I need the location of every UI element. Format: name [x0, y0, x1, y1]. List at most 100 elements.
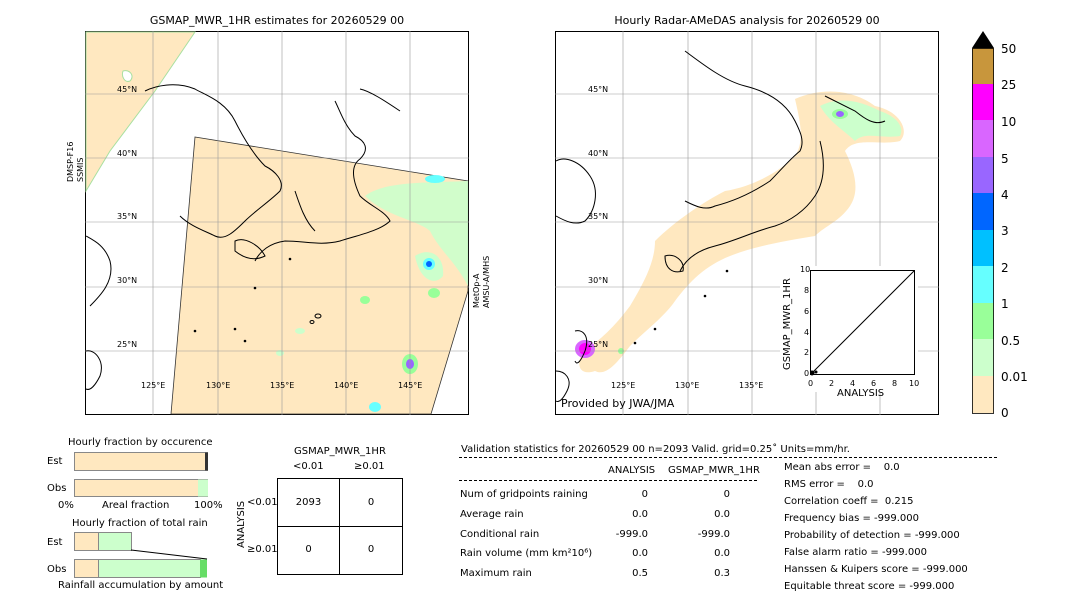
- validation-row-label: Conditional rain: [460, 529, 540, 540]
- right-map-title: Hourly Radar-AMeDAS analysis for 2026052…: [614, 14, 880, 27]
- validation-row-label: Num of gridpoints raining: [460, 489, 588, 500]
- colorbar-label-2: 2: [1001, 261, 1009, 275]
- colorbar-label-10: 10: [1001, 115, 1017, 129]
- colorbar-label-25: 25: [1001, 78, 1017, 92]
- right-lon-130: 130°E: [675, 381, 700, 390]
- validation-row-analysis: 0.0: [632, 548, 648, 559]
- contingency-grid: 2093 0 0 0: [277, 478, 403, 575]
- validation-row-gsmap: 0.0: [714, 548, 730, 559]
- left-lon-125: 125°E: [141, 381, 166, 390]
- validation-row-analysis: 0.5: [632, 568, 648, 579]
- score-mean-abs-error: Mean abs error = 0.0: [784, 462, 900, 473]
- left-lon-145: 145°E: [398, 381, 423, 390]
- inset-ylabel: GSMAP_MWR_1HR: [782, 278, 793, 370]
- contingency-row2: ≥0.01: [247, 544, 278, 555]
- occurrence-title: Hourly fraction by occurence: [68, 437, 213, 448]
- left-map: [85, 31, 469, 415]
- inset-xtick-4: 4: [850, 379, 856, 388]
- colorbar-label-0-5: 0.5: [1001, 334, 1021, 348]
- validation-divider: [459, 457, 997, 458]
- right-lat-25: 25°N: [588, 340, 609, 349]
- inset-xtick-2: 2: [829, 379, 835, 388]
- inset-ytick-8: 8: [804, 286, 810, 295]
- validation-row-label: Average rain: [460, 509, 524, 520]
- validation-row-gsmap: -999.0: [697, 529, 730, 540]
- left-lat-40: 40°N: [117, 149, 138, 158]
- contingency-col2: ≥0.01: [354, 461, 385, 472]
- validation-row-label: Maximum rain: [460, 568, 532, 579]
- right-sensor-label-2: AMSU-A/MHS: [482, 255, 491, 308]
- score-frequency-bias: Frequency bias = -999.000: [784, 513, 919, 524]
- right-lat-40: 40°N: [588, 149, 609, 158]
- contingency-cell-21: 0: [305, 544, 312, 555]
- total-rain-bars: [74, 532, 208, 578]
- contingency-ylabel: ANALYSIS: [236, 500, 247, 548]
- inset-xlabel: ANALYSIS: [837, 388, 885, 399]
- inset-ytick-4: 4: [804, 328, 810, 337]
- left-lat-25: 25°N: [117, 340, 138, 349]
- left-lat-30: 30°N: [117, 276, 138, 285]
- inset-xtick-0: 0: [808, 379, 814, 388]
- left-lat-35: 35°N: [117, 212, 138, 221]
- colorbar-label-1: 1: [1001, 297, 1009, 311]
- right-lat-30: 30°N: [588, 276, 609, 285]
- contingency-col1: <0.01: [293, 461, 324, 472]
- total-rain-obs-label: Obs: [47, 564, 67, 575]
- contingency-title: GSMAP_MWR_1HR: [294, 446, 386, 457]
- total-rain-axis-mid: Rainfall accumulation by amount: [58, 580, 224, 591]
- left-map-title: GSMAP_MWR_1HR estimates for 20260529 00: [149, 14, 405, 27]
- colorbar-label-0-01: 0.01: [1001, 370, 1028, 384]
- credit-text: Provided by JWA/JMA: [561, 397, 675, 410]
- validation-row-analysis: -999.0: [615, 529, 648, 540]
- total-rain-est-label: Est: [47, 537, 63, 548]
- colorbar: [972, 31, 994, 414]
- right-lat-35: 35°N: [588, 212, 609, 221]
- validation-header: Validation statistics for 20260529 00 n=…: [461, 444, 850, 455]
- inset-xtick-6: 6: [871, 379, 877, 388]
- inset-xtick-10: 10: [909, 379, 920, 388]
- right-sensor-label-1: MetOp-A: [472, 273, 481, 308]
- right-lat-45: 45°N: [588, 85, 609, 94]
- left-lon-140: 140°E: [334, 381, 359, 390]
- left-lon-135: 135°E: [270, 381, 295, 390]
- left-sensor-label-2: SSMIS: [76, 157, 85, 183]
- contingency-row1: <0.01: [247, 497, 278, 508]
- occurrence-est-label: Est: [47, 456, 63, 467]
- validation-row-gsmap: 0.3: [714, 568, 730, 579]
- colorbar-label-5: 5: [1001, 152, 1009, 166]
- score-ets: Equitable threat score = -999.000: [784, 581, 955, 592]
- validation-col-gsmap: GSMAP_MWR_1HR: [668, 465, 760, 476]
- validation-row-gsmap: 0.0: [714, 509, 730, 520]
- validation-row-analysis: 0: [641, 489, 648, 500]
- score-pod: Probability of detection = -999.000: [784, 530, 960, 541]
- occurrence-axis-right: 100%: [194, 500, 223, 511]
- colorbar-label-0: 0: [1001, 406, 1009, 420]
- total-rain-title: Hourly fraction of total rain: [72, 518, 208, 529]
- validation-subdivider: [459, 480, 757, 481]
- left-lon-130: 130°E: [206, 381, 231, 390]
- left-lat-45: 45°N: [117, 85, 138, 94]
- inset-xtick-8: 8: [892, 379, 898, 388]
- inset-ytick-2: 2: [804, 348, 810, 357]
- score-rms-error: RMS error = 0.0: [784, 479, 874, 490]
- inset-ytick-6: 6: [804, 307, 810, 316]
- occurrence-bars: [74, 452, 208, 497]
- inset-ytick-0: 0: [804, 369, 810, 378]
- colorbar-label-3: 3: [1001, 224, 1009, 238]
- score-far: False alarm ratio = -999.000: [784, 547, 927, 558]
- contingency-cell-11: 2093: [295, 497, 322, 508]
- validation-row-label: Rain volume (mm km²10⁶): [460, 548, 593, 559]
- score-hk: Hanssen & Kuipers score = -999.000: [784, 564, 968, 575]
- validation-row-gsmap: 0: [723, 489, 730, 500]
- inset-scatter: [810, 270, 915, 376]
- validation-col-analysis: ANALYSIS: [608, 465, 656, 476]
- validation-row-analysis: 0.0: [632, 509, 648, 520]
- left-sensor-label-1: DMSP-F16: [66, 141, 75, 182]
- contingency-cell-22: 0: [367, 544, 375, 555]
- right-lon-125: 125°E: [611, 381, 636, 390]
- inset-ytick-10: 10: [800, 265, 811, 274]
- occurrence-axis-left: 0%: [58, 500, 74, 511]
- occurrence-axis-mid: Areal fraction: [102, 500, 170, 511]
- colorbar-label-50: 50: [1001, 42, 1017, 56]
- score-correlation: Correlation coeff = 0.215: [784, 496, 914, 507]
